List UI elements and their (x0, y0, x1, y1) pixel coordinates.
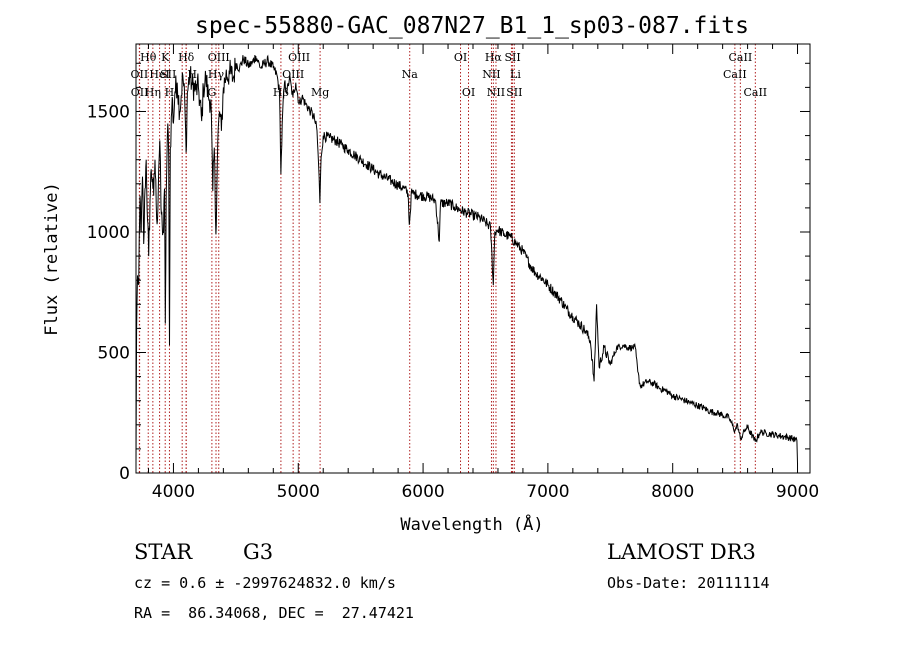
line-label-13: Hβ (273, 86, 289, 99)
line-label-19: OI (462, 86, 475, 99)
object-class: STAR (134, 540, 193, 564)
line-label-8: Hδ (178, 51, 195, 64)
spectrum-line (135, 54, 798, 464)
line-label-9: H (187, 68, 197, 81)
survey-name: LAMOST DR3 (607, 540, 756, 564)
line-label-7: SII (160, 68, 176, 81)
line-label-28: CaII (743, 86, 767, 99)
line-label-2: OII (131, 86, 149, 99)
line-label-6: H (165, 86, 175, 99)
line-label-4: HeI (149, 68, 169, 81)
line-label-1: OII (131, 68, 149, 81)
y-tick-label-0: 0 (119, 464, 130, 484)
spectrum-series (135, 54, 798, 464)
x-tick-label-3: 7000 (526, 482, 569, 502)
spectral-line-markers (138, 44, 756, 473)
line-label-3: Hη (145, 86, 161, 99)
line-label-17: Na (402, 68, 419, 81)
line-label-25: SII (506, 86, 522, 99)
line-label-20: Hα (485, 51, 503, 64)
x-tick-label-1: 5000 (277, 482, 320, 502)
plot-border (135, 43, 811, 474)
y-axis-label: Flux (relative) (42, 182, 62, 336)
line-label-26: CaII (729, 51, 753, 64)
line-label-11: Hγ (208, 68, 225, 81)
x-tick-label-2: 6000 (401, 482, 444, 502)
line-label-18: OI (454, 51, 467, 64)
line-label-12: G (207, 86, 216, 99)
plot-frame (135, 43, 811, 474)
line-label-23: SII (504, 51, 520, 64)
y-tick-label-3: 1500 (87, 102, 130, 122)
x-axis-label: Wavelength (Å) (400, 513, 543, 535)
x-tick-label-0: 4000 (152, 482, 195, 502)
y-tick-label-1: 500 (98, 343, 130, 363)
chart-title: spec-55880-GAC_087N27_B1_1_sp03-087.fits (195, 13, 749, 39)
line-label-21: NII (482, 68, 500, 81)
line-label-16: Mg (311, 86, 329, 99)
coordinates-readout: RA = 86.34068, DEC = 27.47421 (134, 604, 414, 622)
line-label-24: Li (510, 68, 521, 81)
spectral-subclass: G3 (243, 540, 274, 564)
redshift-readout: cz = 0.6 ± -2997624832.0 km/s (134, 574, 396, 592)
line-label-27: CaII (723, 68, 747, 81)
line-label-0: Hθ (140, 51, 157, 64)
x-tick-label-4: 8000 (651, 482, 694, 502)
y-tick-label-2: 1000 (87, 223, 130, 243)
line-label-22: NII (487, 86, 505, 99)
axis-ticks: 4000 5000 6000 7000 8000 9000 0 500 1000 1500 (87, 44, 819, 502)
x-tick-label-5: 9000 (776, 482, 819, 502)
line-label-15: OIII (282, 68, 304, 81)
line-label-5: K (161, 51, 170, 64)
line-label-10: OIII (208, 51, 230, 64)
observation-date: Obs-Date: 20111114 (607, 574, 770, 592)
line-label-14: OIII (288, 51, 310, 64)
